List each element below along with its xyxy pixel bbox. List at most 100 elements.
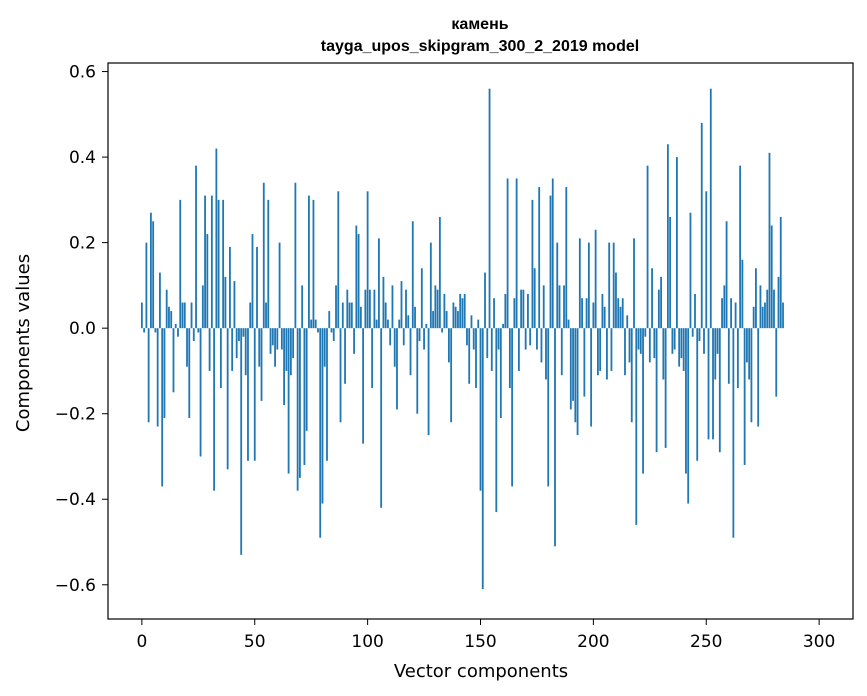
bar	[718, 328, 721, 453]
bar	[161, 328, 164, 487]
bar	[251, 234, 254, 329]
bar	[452, 302, 455, 329]
bar	[642, 328, 644, 474]
bar	[502, 323, 504, 329]
bar	[387, 319, 389, 329]
bar	[581, 298, 583, 329]
bar	[628, 328, 631, 363]
bar	[757, 328, 760, 427]
bar	[461, 298, 464, 329]
bar	[256, 246, 258, 329]
bar	[328, 311, 331, 329]
y-tick-label: 0.4	[69, 148, 96, 168]
bar	[420, 268, 423, 329]
plot-frame	[107, 62, 854, 620]
bar	[411, 221, 414, 329]
bar	[396, 328, 398, 410]
bar	[414, 306, 416, 329]
bar	[743, 328, 746, 466]
bar	[152, 221, 155, 329]
bar	[499, 328, 502, 418]
bar	[766, 289, 769, 329]
bar	[454, 306, 457, 329]
bar	[750, 328, 753, 423]
bar	[400, 281, 403, 329]
bar	[341, 302, 344, 329]
bar	[488, 88, 491, 329]
bar	[301, 285, 304, 329]
bar	[289, 328, 292, 376]
bar	[233, 281, 236, 329]
bar	[545, 328, 547, 380]
bar	[240, 328, 243, 555]
bar	[606, 328, 608, 380]
bar	[423, 328, 425, 350]
bar	[599, 328, 602, 371]
bar	[201, 285, 204, 329]
bar	[495, 328, 498, 513]
bar	[159, 272, 161, 329]
bar	[391, 285, 394, 329]
bar	[375, 319, 378, 329]
bar	[481, 328, 484, 590]
bar	[676, 157, 678, 329]
bar	[565, 187, 568, 329]
bar	[179, 199, 182, 329]
bar	[515, 178, 518, 329]
bar	[168, 306, 170, 329]
bar	[217, 199, 220, 329]
y-axis-label: Components values	[13, 254, 34, 432]
bar	[678, 328, 681, 367]
bar	[633, 238, 635, 329]
bar	[770, 225, 773, 329]
bar	[651, 268, 653, 329]
bar	[344, 328, 346, 384]
bar	[709, 88, 712, 329]
bar	[197, 328, 200, 333]
chart-subtitle: tayga_upos_skipgram_300_2_2019 model	[321, 38, 639, 55]
bar	[529, 328, 532, 346]
bar	[671, 328, 674, 354]
bar	[308, 195, 310, 329]
bar	[696, 328, 699, 461]
bar	[563, 285, 565, 329]
bar	[405, 289, 407, 329]
bar	[154, 328, 157, 333]
bar	[215, 148, 218, 329]
bar	[378, 238, 380, 329]
bar	[508, 328, 511, 389]
bar	[685, 328, 687, 474]
bar	[551, 178, 554, 329]
bar	[393, 328, 396, 367]
bar	[436, 289, 439, 329]
bar	[362, 328, 365, 444]
bar	[486, 328, 489, 359]
y-tick-label: −0.6	[55, 576, 96, 596]
bar	[143, 328, 146, 333]
bar	[662, 328, 665, 380]
bar	[210, 195, 213, 329]
bar	[163, 328, 166, 418]
bar	[644, 328, 647, 337]
bar	[208, 328, 211, 371]
bar	[366, 191, 369, 329]
bar	[188, 328, 191, 418]
bar	[572, 328, 574, 401]
bar	[612, 242, 615, 329]
bar	[657, 289, 660, 329]
bar	[590, 328, 593, 427]
bar	[310, 319, 313, 329]
bar	[680, 328, 683, 359]
bar	[522, 289, 525, 329]
bar	[226, 328, 229, 470]
y-tick-label: −0.2	[55, 405, 96, 425]
bar	[466, 328, 468, 346]
bar	[732, 328, 735, 538]
bar	[348, 302, 351, 329]
bar	[247, 328, 249, 461]
bar	[615, 272, 617, 329]
y-tick-label: 0.0	[69, 319, 96, 339]
bar	[147, 328, 150, 423]
bar	[181, 302, 184, 329]
bar	[402, 328, 405, 346]
